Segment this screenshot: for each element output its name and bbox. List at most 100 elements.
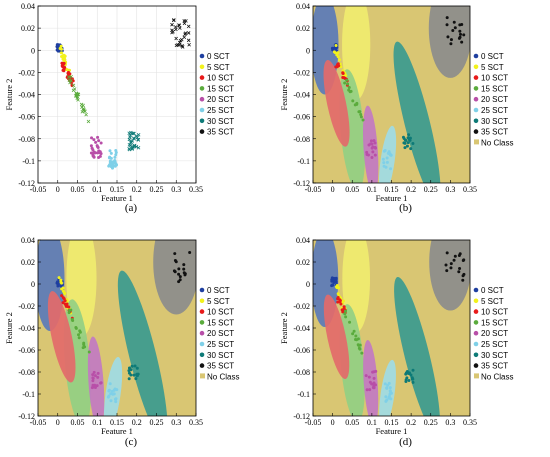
point-15-sct	[84, 112, 88, 117]
region-10-sct	[323, 60, 350, 147]
y-tick-label: -0.02	[293, 302, 310, 311]
point-10-sct	[61, 301, 65, 305]
x-tick-label: 0.15	[110, 418, 124, 427]
y-tick-label: -0.08	[18, 135, 35, 144]
region-15-sct	[339, 69, 366, 183]
legend-label: 20 SCT	[481, 95, 508, 104]
x-tick-label: -0.05	[30, 418, 47, 427]
point-30-sct	[134, 134, 138, 138]
point-5-sct	[337, 58, 341, 62]
legend-label: 25 SCT	[207, 106, 234, 115]
x-tick-label: 0.15	[385, 185, 399, 194]
point-15-sct	[345, 78, 349, 82]
x-tick-label: 0	[331, 418, 335, 427]
point-35-sct	[177, 280, 181, 284]
y-tick-label: -0.12	[18, 179, 35, 188]
point-20-sct	[368, 380, 372, 384]
legend-label: 25 SCT	[481, 340, 508, 349]
y-tick-label: -0.04	[18, 324, 35, 333]
panel-d: -0.05 0 0.05 0.1 0.15 0.2 0.25 0.3 0.35 0.04 0.02 0…	[279, 236, 513, 448]
x-tick-label: 0.35	[463, 185, 477, 194]
point-35-sct	[177, 272, 181, 276]
point-15-sct	[352, 329, 356, 333]
legend-swatch	[199, 96, 205, 102]
point-20-sct	[96, 371, 100, 375]
point-20-sct	[96, 375, 100, 379]
point-15-sct	[354, 337, 358, 341]
point-20-sct	[372, 386, 376, 390]
point-20-sct	[99, 141, 103, 145]
point-20-sct	[366, 153, 370, 157]
x-tick-label: 0.25	[424, 418, 438, 427]
point-15-sct	[358, 347, 362, 351]
y-tick-label: 0	[306, 280, 310, 289]
legend-label: No Class	[481, 138, 513, 147]
legend-swatch	[199, 107, 205, 113]
point-15-sct	[71, 88, 76, 93]
x-axis-label: Feature 1	[101, 193, 133, 203]
point-15-sct	[87, 350, 91, 354]
point-20-sct	[96, 145, 100, 149]
point-20-sct	[371, 370, 375, 374]
point-30-sct	[408, 138, 412, 142]
point-15-sct	[74, 326, 78, 330]
point-25-sct	[385, 160, 389, 164]
point-30-sct	[132, 373, 136, 377]
point-10-sct	[336, 297, 340, 301]
legend-label: 15 SCT	[207, 84, 234, 93]
panel-caption: (d)	[399, 436, 412, 448]
point-30-sct	[128, 140, 133, 144]
x-tick-label: 0.3	[445, 185, 455, 194]
point-20-sct	[91, 379, 95, 383]
point-25-sct	[384, 395, 388, 399]
legend-swatch	[199, 341, 205, 347]
point-5-sct	[63, 292, 67, 296]
point-15-sct	[344, 315, 348, 319]
point-25-sct	[109, 156, 113, 160]
point-30-sct	[403, 141, 407, 145]
legend-swatch	[473, 330, 479, 336]
legend-label: 15 SCT	[481, 318, 508, 327]
y-tick-label: -0.12	[293, 412, 310, 421]
point-35-sct	[177, 23, 181, 27]
y-tick-label: 0.02	[296, 24, 310, 33]
point-30-sct	[127, 142, 132, 147]
x-tick-label: 0.2	[132, 418, 142, 427]
y-tick-label: -0.04	[293, 324, 310, 333]
point-5-sct	[337, 286, 341, 290]
x-tick-label: 0.25	[150, 185, 164, 194]
point-25-sct	[113, 164, 117, 168]
point-35-sct	[449, 38, 453, 42]
point-10-sct	[61, 64, 65, 68]
point-35-sct	[174, 36, 178, 41]
y-tick-label: -0.08	[293, 135, 310, 144]
point-20-sct	[92, 138, 96, 142]
point-15-sct	[356, 343, 360, 347]
point-25-sct	[114, 153, 118, 157]
point-10-sct	[70, 77, 74, 81]
point-30-sct	[411, 368, 415, 372]
point-15-sct	[343, 312, 347, 316]
point-35-sct	[186, 31, 191, 35]
legend-label: No Class	[481, 372, 513, 381]
point-20-sct	[97, 155, 101, 159]
x-tick-label: 0.25	[150, 418, 164, 427]
point-35-sct	[445, 16, 449, 20]
y-tick-label: -0.08	[293, 368, 310, 377]
point-35-sct	[187, 42, 191, 47]
point-15-sct	[351, 332, 355, 336]
point-35-sct	[182, 263, 186, 267]
point-5-sct	[63, 58, 67, 62]
x-tick-label: -0.05	[305, 418, 322, 427]
point-25-sct	[385, 156, 389, 160]
point-5-sct	[59, 51, 63, 55]
point-15-sct	[69, 78, 73, 83]
region-20-sct	[363, 105, 379, 183]
legend-swatch	[199, 129, 205, 134]
point-35-sct	[445, 251, 449, 255]
x-tick-label: 0.3	[171, 185, 181, 194]
point-35-sct	[176, 43, 180, 47]
point-25-sct	[382, 161, 386, 165]
point-30-sct	[130, 139, 135, 143]
legend-swatch	[199, 53, 205, 59]
